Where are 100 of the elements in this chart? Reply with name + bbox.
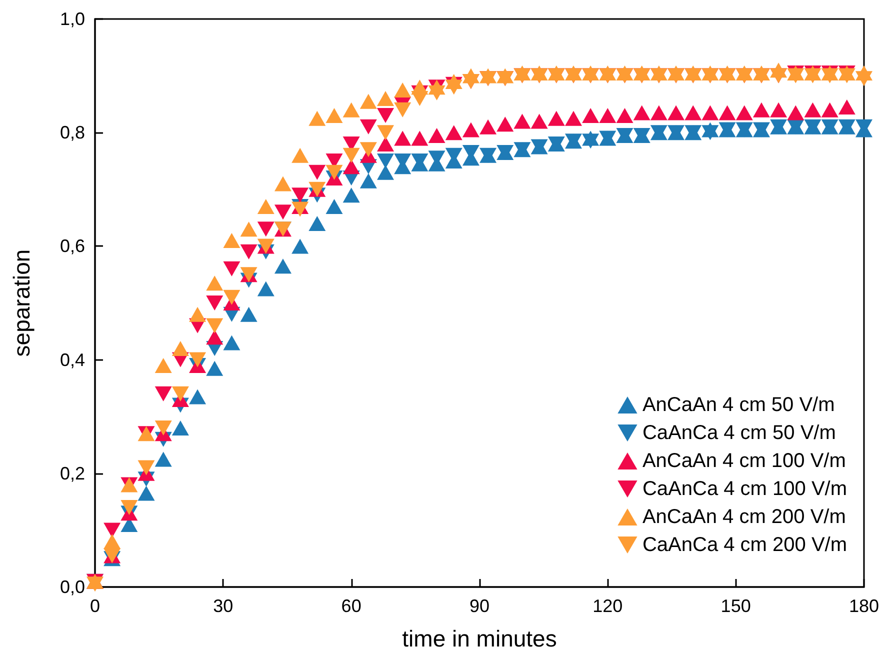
point <box>189 352 206 368</box>
point <box>821 68 838 84</box>
point <box>668 105 685 120</box>
point <box>360 94 377 109</box>
point <box>599 108 616 124</box>
point <box>257 198 274 214</box>
point <box>428 85 446 100</box>
point <box>514 114 531 129</box>
point <box>172 386 189 402</box>
point <box>342 159 360 174</box>
point <box>496 116 514 132</box>
point <box>257 281 274 296</box>
y-tick-label: 0,8 <box>60 122 85 143</box>
point <box>462 122 480 138</box>
point <box>274 176 292 192</box>
point <box>616 108 634 124</box>
point <box>206 318 224 334</box>
point <box>342 188 360 203</box>
point <box>377 154 394 168</box>
point <box>274 258 292 274</box>
point <box>206 360 224 376</box>
legend-label: AnCaAn 4 cm 200 V/m <box>642 506 846 528</box>
x-tick-label: 60 <box>341 596 362 616</box>
point <box>360 173 377 188</box>
legend-label: AnCaAn 4 cm 100 V/m <box>642 450 846 472</box>
point <box>223 261 240 276</box>
point <box>189 389 206 404</box>
point <box>326 108 343 124</box>
point <box>855 71 872 86</box>
y-tick-label: 0,4 <box>60 350 85 370</box>
y-tick-label: 0,0 <box>60 577 85 597</box>
point <box>394 82 412 98</box>
y-tick-label: 1,0 <box>60 9 85 29</box>
legend-label: CaAnCa 4 cm 200 V/m <box>642 534 847 556</box>
point <box>394 130 412 146</box>
point <box>684 105 702 120</box>
point <box>530 114 548 129</box>
point <box>138 486 155 501</box>
point <box>172 340 189 356</box>
point <box>120 500 138 515</box>
point <box>360 142 377 158</box>
x-axis-title: time in minutes <box>402 626 557 652</box>
x-tick-label: 30 <box>213 596 234 616</box>
point <box>480 119 497 134</box>
point <box>326 164 343 180</box>
point <box>770 102 788 118</box>
legend-label: CaAnCa 4 cm 100 V/m <box>642 478 847 500</box>
point <box>154 386 172 402</box>
point <box>206 330 224 345</box>
point <box>240 222 258 237</box>
point <box>821 102 838 118</box>
point <box>240 306 258 322</box>
point <box>564 110 582 126</box>
point <box>702 125 719 140</box>
point <box>308 164 326 180</box>
point <box>394 102 412 118</box>
point <box>804 68 822 84</box>
point <box>189 306 206 322</box>
point <box>292 148 309 163</box>
point <box>104 522 121 538</box>
point <box>787 68 804 84</box>
point <box>752 102 770 118</box>
point <box>308 110 326 126</box>
point <box>445 125 462 140</box>
point <box>292 188 309 203</box>
point <box>804 102 822 118</box>
point <box>308 216 326 231</box>
point <box>548 110 565 126</box>
y-axis-title: separation <box>8 249 34 357</box>
x-tick-label: 150 <box>720 596 751 616</box>
point <box>360 119 377 134</box>
x-tick-label: 0 <box>90 596 100 616</box>
legend-label: CaAnCa 4 cm 50 V/m <box>642 422 836 444</box>
y-tick-label: 0,6 <box>60 236 85 256</box>
point <box>445 80 462 95</box>
point <box>342 148 360 163</box>
x-tick-label: 90 <box>469 596 490 616</box>
point <box>411 91 428 106</box>
point <box>223 290 240 305</box>
point <box>154 358 172 373</box>
point <box>838 100 856 115</box>
point <box>582 134 600 149</box>
point <box>650 105 668 120</box>
point <box>838 68 856 84</box>
point <box>718 105 736 120</box>
point <box>787 105 804 120</box>
point <box>411 130 428 146</box>
point <box>428 128 446 143</box>
point <box>240 244 258 260</box>
point <box>154 452 172 467</box>
point <box>342 102 360 118</box>
point <box>138 460 155 476</box>
point <box>206 276 224 291</box>
point <box>377 136 394 152</box>
point <box>223 335 240 350</box>
point <box>377 164 394 180</box>
point <box>154 420 172 436</box>
point <box>736 105 753 120</box>
point <box>377 91 394 106</box>
point <box>292 238 309 254</box>
